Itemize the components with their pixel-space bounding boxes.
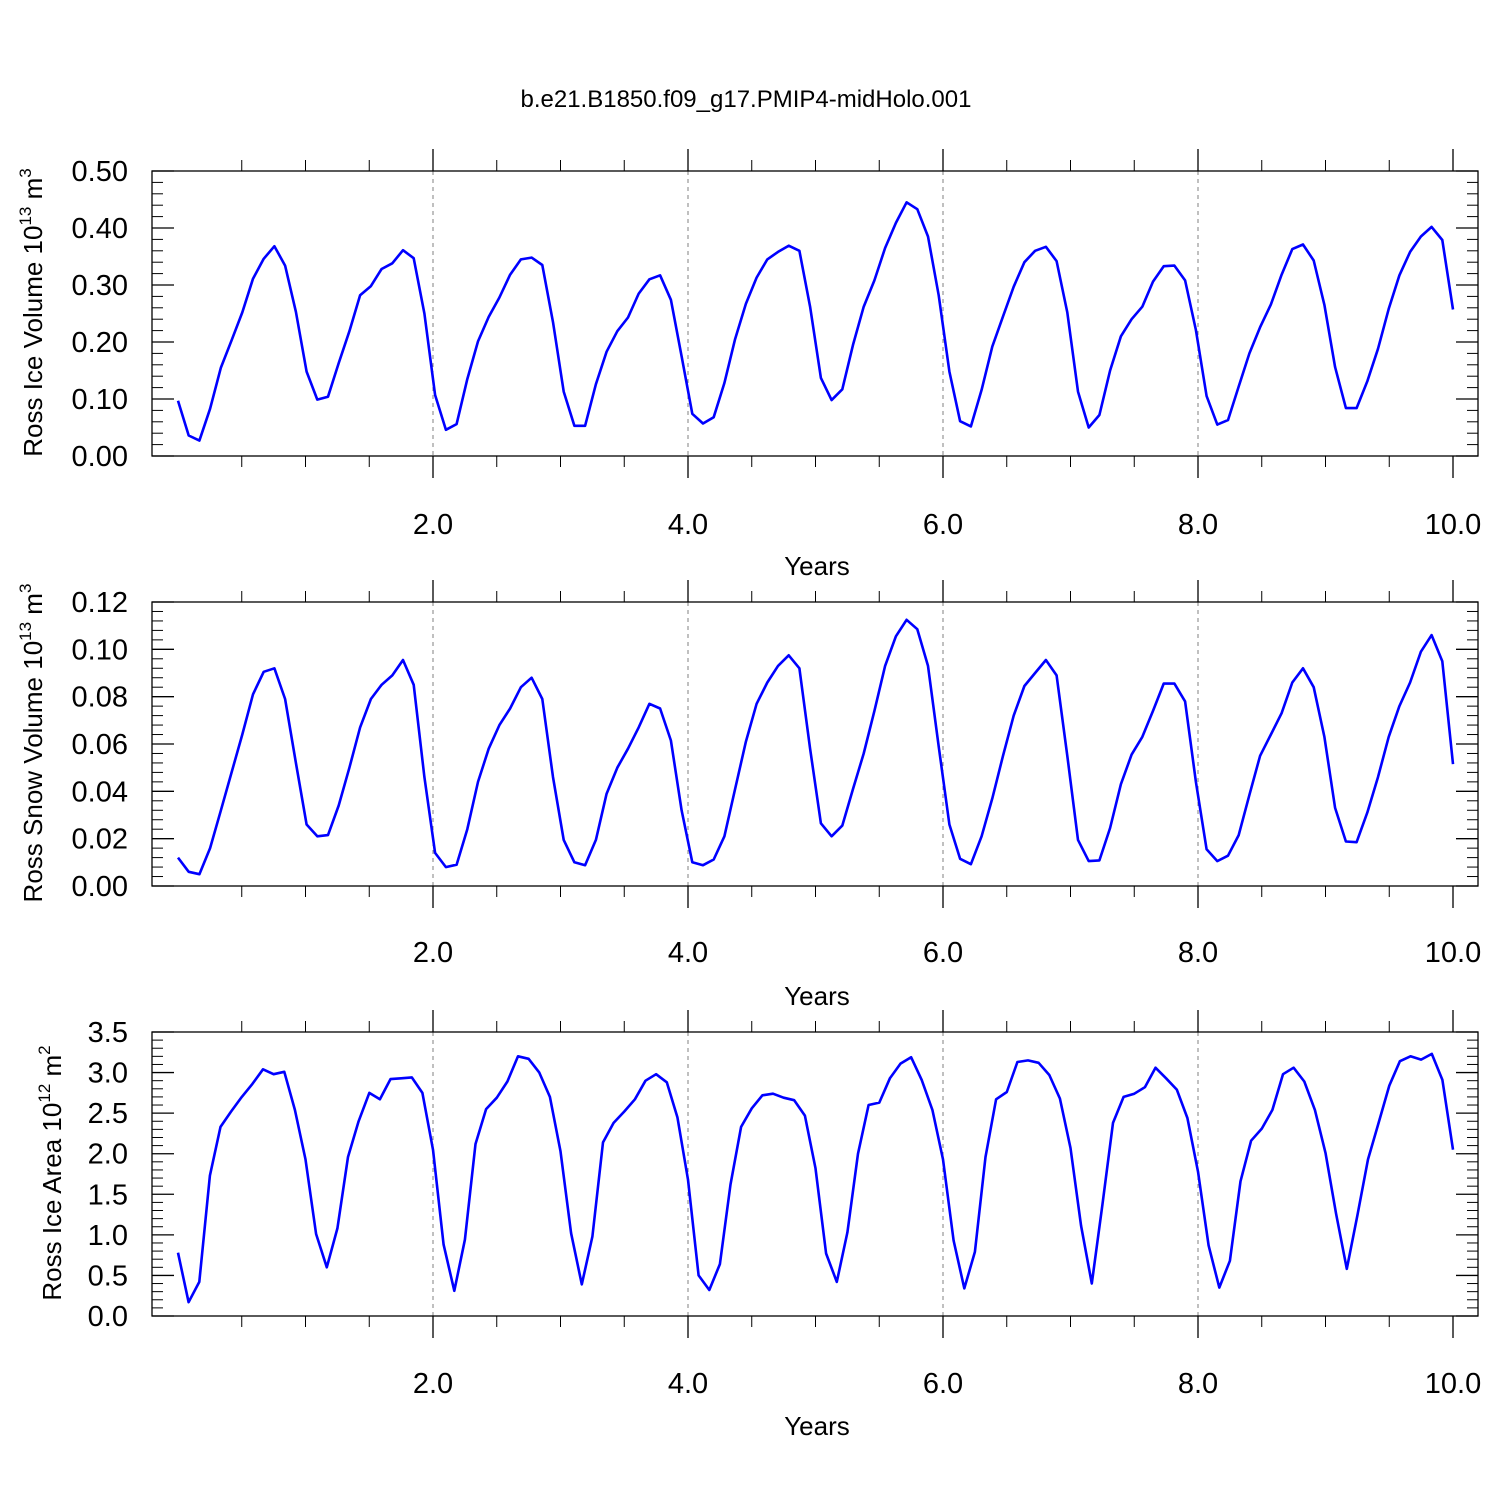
x-tick-label: 8.0	[1178, 509, 1218, 541]
y-label-ylabel-unit: m	[37, 1055, 67, 1084]
y-tick-label: 0.00	[72, 871, 128, 903]
y-tick-label: 2.0	[88, 1139, 128, 1171]
x-tick-label: 2.0	[413, 1368, 453, 1400]
y-tick-label: 0.50	[72, 156, 128, 188]
x-axis-label: Years	[784, 981, 850, 1011]
x-axis-label: Years	[784, 551, 850, 581]
y-axis-label: Ross Ice Area 1012 m2	[35, 1045, 67, 1300]
y-tick-label: 2.5	[88, 1098, 128, 1130]
y-tick-label: 1.0	[88, 1220, 128, 1252]
y-label-ylabel-unit: m	[18, 178, 48, 207]
x-tick-label: 10.0	[1425, 509, 1481, 541]
y-tick-label: 0.40	[72, 213, 128, 245]
y-tick-label: 0.5	[88, 1260, 128, 1292]
x-tick-label: 8.0	[1178, 1368, 1218, 1400]
y-label-ylabel-exp: 12	[35, 1084, 54, 1103]
y-label-ylabel-unit-exp: 3	[16, 584, 35, 593]
x-tick-label: 6.0	[923, 937, 963, 969]
y-label-ylabel-exp: 13	[16, 207, 35, 226]
y-tick-label: 0.00	[72, 441, 128, 473]
x-tick-label: 2.0	[413, 509, 453, 541]
x-tick-label: 4.0	[668, 937, 708, 969]
series-line-1	[176, 618, 1455, 876]
plot-frame	[151, 170, 1479, 457]
x-axis-label: Years	[784, 1411, 850, 1441]
x-tick-label: 4.0	[668, 509, 708, 541]
x-tick-label: 2.0	[413, 937, 453, 969]
y-axis-label: Ross Snow Volume 1013 m3	[16, 584, 48, 903]
y-tick-label: 0.10	[72, 634, 128, 666]
plot-frame	[151, 601, 1479, 887]
series-line-1	[176, 201, 1455, 442]
y-label-ylabel-main: Ross Snow Volume 10	[18, 641, 48, 903]
panel-2: 0.00 0.02 0.04 0.06 0.08 0.10 0.12 2.0 4.0 6.0 8.0…	[16, 580, 1481, 1011]
y-tick-label: 0.12	[72, 587, 128, 619]
x-tick-label: 4.0	[668, 1368, 708, 1400]
y-tick-label: 0.02	[72, 824, 128, 856]
y-tick-label: 1.5	[88, 1179, 128, 1211]
y-tick-label: 0.20	[72, 327, 128, 359]
x-tick-label: 6.0	[923, 1368, 963, 1400]
figure-title: b.e21.B1850.f09_g17.PMIP4-midHolo.001	[521, 86, 972, 113]
y-label-ylabel-unit: m	[18, 593, 48, 622]
y-label-ylabel-exp: 13	[16, 622, 35, 641]
y-tick-label: 3.5	[88, 1017, 128, 1049]
y-axis-label: Ross Ice Volume 1013 m3	[16, 168, 48, 457]
panel-1: 0.00 0.10 0.20 0.30 0.40 0.50 2.0 4.0 6.0 8.0 10.0…	[16, 149, 1481, 581]
y-tick-label: 0.10	[72, 384, 128, 416]
y-tick-label: 3.0	[88, 1058, 128, 1090]
y-label-ylabel-unit-exp: 3	[16, 168, 35, 177]
y-label-ylabel-main: Ross Ice Volume 10	[18, 226, 48, 457]
y-tick-label: 0.04	[72, 776, 128, 808]
panel-3: 0.0 0.5 1.0 1.5 2.0 2.5 3.0 3.5 2.0 4.0 6.0 8.0 10.0…	[35, 1010, 1481, 1441]
y-tick-label: 0.0	[88, 1301, 128, 1333]
series-line-1	[176, 1052, 1455, 1304]
x-tick-label: 10.0	[1425, 1368, 1481, 1400]
y-tick-label: 0.06	[72, 729, 128, 761]
x-tick-label: 10.0	[1425, 937, 1481, 969]
y-tick-label: 0.08	[72, 682, 128, 714]
y-label-ylabel-main: Ross Ice Area 10	[37, 1103, 67, 1301]
y-tick-label: 0.30	[72, 270, 128, 302]
x-tick-label: 8.0	[1178, 937, 1218, 969]
y-label-ylabel-unit-exp: 2	[35, 1045, 54, 1054]
x-tick-label: 6.0	[923, 509, 963, 541]
